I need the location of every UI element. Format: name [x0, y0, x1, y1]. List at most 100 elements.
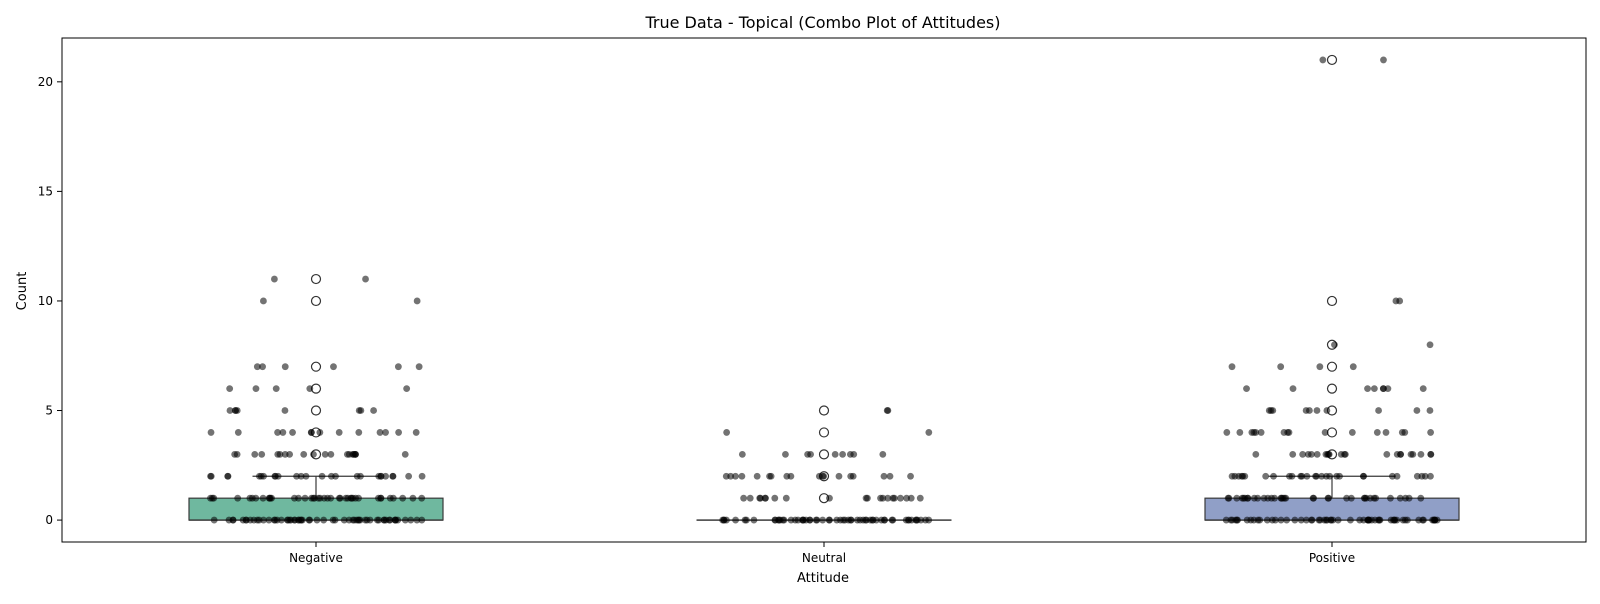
strip-point: [407, 517, 414, 524]
strip-point: [1349, 429, 1356, 436]
strip-point: [258, 451, 265, 458]
strip-point: [1279, 495, 1286, 502]
strip-point: [1350, 363, 1357, 370]
strip-point: [1374, 429, 1381, 436]
strip-point: [355, 517, 362, 524]
box-outlier: [312, 296, 321, 305]
strip-point: [289, 429, 296, 436]
strip-point: [1227, 517, 1234, 524]
y-tick-label: 5: [45, 404, 53, 418]
strip-point: [1397, 451, 1404, 458]
strip-point: [1360, 473, 1367, 480]
strip-point: [375, 473, 382, 480]
strip-point: [740, 495, 747, 502]
strip-point: [1408, 451, 1415, 458]
strip-point: [747, 495, 754, 502]
strip-point: [350, 495, 357, 502]
strip-point: [316, 429, 323, 436]
strip-point: [419, 473, 426, 480]
strip-point: [1244, 495, 1251, 502]
strip-point: [917, 495, 924, 502]
strip-point: [723, 473, 730, 480]
y-tick-label: 15: [38, 184, 53, 198]
strip-point: [890, 495, 897, 502]
strip-point: [881, 473, 888, 480]
strip-point: [1289, 451, 1296, 458]
strip-point: [1225, 495, 1232, 502]
strip-point: [413, 429, 420, 436]
strip-point: [251, 451, 258, 458]
strip-point: [1389, 473, 1396, 480]
strip-point: [1326, 451, 1333, 458]
strip-point: [1323, 473, 1330, 480]
strip-point: [336, 429, 343, 436]
strip-point: [1314, 451, 1321, 458]
strip-point: [1255, 517, 1262, 524]
strip-point: [414, 298, 421, 305]
strip-point: [1306, 407, 1313, 414]
strip-point: [399, 495, 406, 502]
strip-point: [382, 473, 389, 480]
strip-point: [814, 517, 821, 524]
strip-point: [1427, 429, 1434, 436]
strip-point: [375, 495, 382, 502]
plot-frame: [62, 38, 1586, 542]
x-tick-label: Neutral: [802, 551, 846, 565]
strip-point: [783, 473, 790, 480]
strip-point: [803, 517, 810, 524]
strip-point: [306, 385, 313, 392]
strip-point: [836, 473, 843, 480]
strip-point: [1388, 517, 1395, 524]
strip-point: [1298, 473, 1305, 480]
strip-point: [231, 451, 238, 458]
strip-point: [226, 517, 233, 524]
strip-point: [1431, 517, 1438, 524]
strip-point: [374, 517, 381, 524]
strip-point: [356, 407, 363, 414]
strip-point: [1331, 341, 1338, 348]
box-outlier: [1328, 362, 1337, 371]
strip-point: [260, 473, 267, 480]
strip-point: [804, 451, 811, 458]
strip-point: [1418, 473, 1425, 480]
strip-point: [1319, 57, 1326, 64]
strip-point: [271, 276, 278, 283]
strip-point: [259, 363, 266, 370]
strip-point: [1364, 385, 1371, 392]
strip-point: [1427, 451, 1434, 458]
strip-point: [355, 429, 362, 436]
strip-point: [1278, 517, 1285, 524]
strip-point: [1402, 517, 1409, 524]
strip-point: [1328, 517, 1335, 524]
strip-point: [277, 451, 284, 458]
strip-point: [1234, 517, 1241, 524]
strip-point: [1418, 451, 1425, 458]
strip-point: [410, 495, 417, 502]
strip-point: [1371, 385, 1378, 392]
strip-point: [232, 407, 239, 414]
strip-point: [1343, 495, 1350, 502]
strip-point: [1420, 385, 1427, 392]
strip-point: [719, 517, 726, 524]
strip-point: [377, 429, 384, 436]
box-outlier: [820, 406, 829, 415]
strip-point: [405, 473, 412, 480]
strip-point: [1316, 517, 1323, 524]
strip-point: [291, 495, 298, 502]
strip-point: [842, 517, 849, 524]
box-outlier: [820, 428, 829, 437]
box-outlier: [1328, 296, 1337, 305]
strip-point: [847, 517, 854, 524]
strip-point: [1380, 385, 1387, 392]
strip-point: [1371, 495, 1378, 502]
strip-point: [298, 473, 305, 480]
strip-point: [879, 451, 886, 458]
strip-point: [820, 473, 827, 480]
strip-point: [1396, 298, 1403, 305]
y-axis-label: Count: [15, 272, 30, 311]
strip-point: [1341, 451, 1348, 458]
strip-point: [282, 363, 289, 370]
strip-point: [723, 429, 730, 436]
